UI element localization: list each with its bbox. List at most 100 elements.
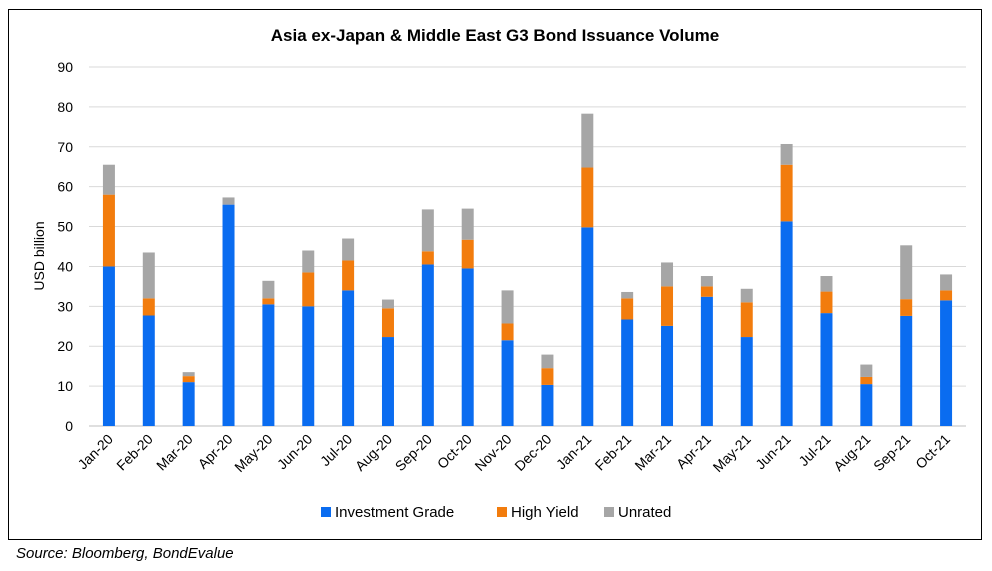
bar-investment-grade bbox=[661, 325, 674, 426]
x-tick-label: Apr-20 bbox=[195, 431, 236, 472]
bar-unrated bbox=[900, 245, 913, 300]
x-tick-label: Jan-21 bbox=[553, 431, 595, 473]
y-tick-label: 70 bbox=[57, 139, 73, 155]
bar-unrated bbox=[541, 354, 554, 369]
bar-unrated bbox=[342, 238, 355, 261]
bar-high-yield bbox=[102, 194, 115, 267]
y-axis-label: USD billion bbox=[31, 221, 47, 290]
x-tick-label: Feb-21 bbox=[592, 431, 635, 474]
bar-high-yield bbox=[142, 298, 155, 316]
bar-unrated bbox=[461, 208, 474, 240]
x-tick-label: Jun-20 bbox=[274, 431, 316, 473]
x-tick-label: Oct-21 bbox=[912, 431, 953, 472]
y-tick-label: 80 bbox=[57, 99, 73, 115]
x-tick-label: Sep-21 bbox=[870, 431, 913, 474]
x-tick-label: May-20 bbox=[231, 431, 275, 475]
y-tick-label: 60 bbox=[57, 179, 73, 195]
x-tick-label: Mar-21 bbox=[631, 431, 674, 474]
bar-investment-grade bbox=[740, 337, 753, 426]
bar-high-yield bbox=[262, 298, 275, 305]
bar-high-yield bbox=[700, 286, 713, 297]
bar-high-yield bbox=[661, 286, 674, 326]
bar-investment-grade bbox=[182, 382, 195, 426]
grid-lines bbox=[89, 66, 966, 427]
y-tick-label: 10 bbox=[57, 378, 73, 394]
bar-high-yield bbox=[621, 298, 634, 320]
bar-investment-grade bbox=[262, 304, 275, 426]
y-tick-labels: 0 10 20 30 40 50 60 70 80 90 bbox=[57, 59, 73, 434]
x-tick-label: Oct-20 bbox=[434, 431, 475, 472]
bar-investment-grade bbox=[780, 221, 793, 426]
bar-investment-grade bbox=[222, 204, 235, 426]
bar-investment-grade bbox=[900, 315, 913, 426]
bars bbox=[102, 113, 953, 426]
x-tick-label: Nov-20 bbox=[471, 431, 514, 474]
bar-investment-grade bbox=[302, 306, 315, 426]
bar-unrated bbox=[222, 197, 235, 205]
x-tick-label: Feb-20 bbox=[113, 431, 156, 474]
bar-investment-grade bbox=[102, 266, 115, 426]
y-tick-label: 20 bbox=[57, 338, 73, 354]
chart-svg: Asia ex-Japan & Middle East G3 Bond Issu… bbox=[31, 26, 966, 521]
bar-investment-grade bbox=[381, 337, 394, 426]
bar-unrated bbox=[661, 262, 674, 287]
y-tick-label: 30 bbox=[57, 298, 73, 314]
bar-investment-grade bbox=[541, 384, 554, 426]
bar-unrated bbox=[860, 364, 873, 377]
legend-label: High Yield bbox=[511, 504, 579, 521]
bar-unrated bbox=[740, 288, 753, 303]
y-tick-label: 40 bbox=[57, 258, 73, 274]
legend-label: Investment Grade bbox=[335, 504, 454, 521]
bar-unrated bbox=[820, 276, 833, 292]
bar-unrated bbox=[940, 274, 953, 291]
bar-unrated bbox=[581, 113, 594, 168]
x-tick-label: Mar-20 bbox=[153, 431, 196, 474]
legend: Investment Grade High Yield Unrated bbox=[321, 504, 671, 521]
bar-high-yield bbox=[541, 368, 554, 385]
bar-unrated bbox=[182, 372, 195, 377]
bar-high-yield bbox=[461, 239, 474, 269]
x-tick-label: Jun-21 bbox=[752, 431, 794, 473]
bar-unrated bbox=[302, 250, 315, 273]
bar-unrated bbox=[780, 143, 793, 165]
bar-high-yield bbox=[740, 302, 753, 338]
bar-unrated bbox=[262, 280, 275, 299]
bar-high-yield bbox=[900, 299, 913, 316]
bar-unrated bbox=[621, 291, 634, 299]
bar-investment-grade bbox=[342, 290, 355, 426]
y-tick-label: 0 bbox=[65, 418, 73, 434]
bar-investment-grade bbox=[581, 227, 594, 426]
x-tick-label: May-21 bbox=[710, 431, 754, 475]
bar-high-yield bbox=[342, 260, 355, 291]
bar-investment-grade bbox=[501, 340, 514, 426]
legend-swatch bbox=[604, 507, 614, 517]
bar-investment-grade bbox=[940, 300, 953, 426]
x-tick-label: Sep-20 bbox=[392, 431, 435, 474]
legend-swatch bbox=[497, 507, 507, 517]
x-tick-label: Apr-21 bbox=[673, 431, 714, 472]
bar-high-yield bbox=[820, 291, 833, 314]
bar-unrated bbox=[421, 209, 434, 252]
bar-unrated bbox=[501, 290, 514, 324]
bar-high-yield bbox=[182, 376, 195, 383]
x-tick-label: Jul-20 bbox=[317, 431, 355, 469]
x-tick-label: Dec-20 bbox=[511, 431, 554, 474]
bar-unrated bbox=[381, 299, 394, 309]
legend-swatch bbox=[321, 507, 331, 517]
x-tick-label: Jul-21 bbox=[795, 431, 833, 469]
chart-title: Asia ex-Japan & Middle East G3 Bond Issu… bbox=[271, 26, 719, 45]
bar-investment-grade bbox=[421, 264, 434, 426]
bar-investment-grade bbox=[142, 315, 155, 426]
source-note: Source: Bloomberg, BondEvalue bbox=[16, 545, 234, 562]
bar-unrated bbox=[102, 164, 115, 195]
bar-high-yield bbox=[421, 251, 434, 265]
bar-high-yield bbox=[581, 167, 594, 228]
chart-frame: Asia ex-Japan & Middle East G3 Bond Issu… bbox=[8, 9, 982, 540]
y-tick-label: 90 bbox=[57, 59, 73, 75]
bar-unrated bbox=[142, 252, 155, 299]
x-tick-label: Aug-21 bbox=[830, 431, 873, 474]
x-tick-label: Jan-20 bbox=[74, 431, 116, 473]
bar-high-yield bbox=[780, 164, 793, 222]
bar-investment-grade bbox=[461, 268, 474, 426]
bar-high-yield bbox=[940, 290, 953, 301]
